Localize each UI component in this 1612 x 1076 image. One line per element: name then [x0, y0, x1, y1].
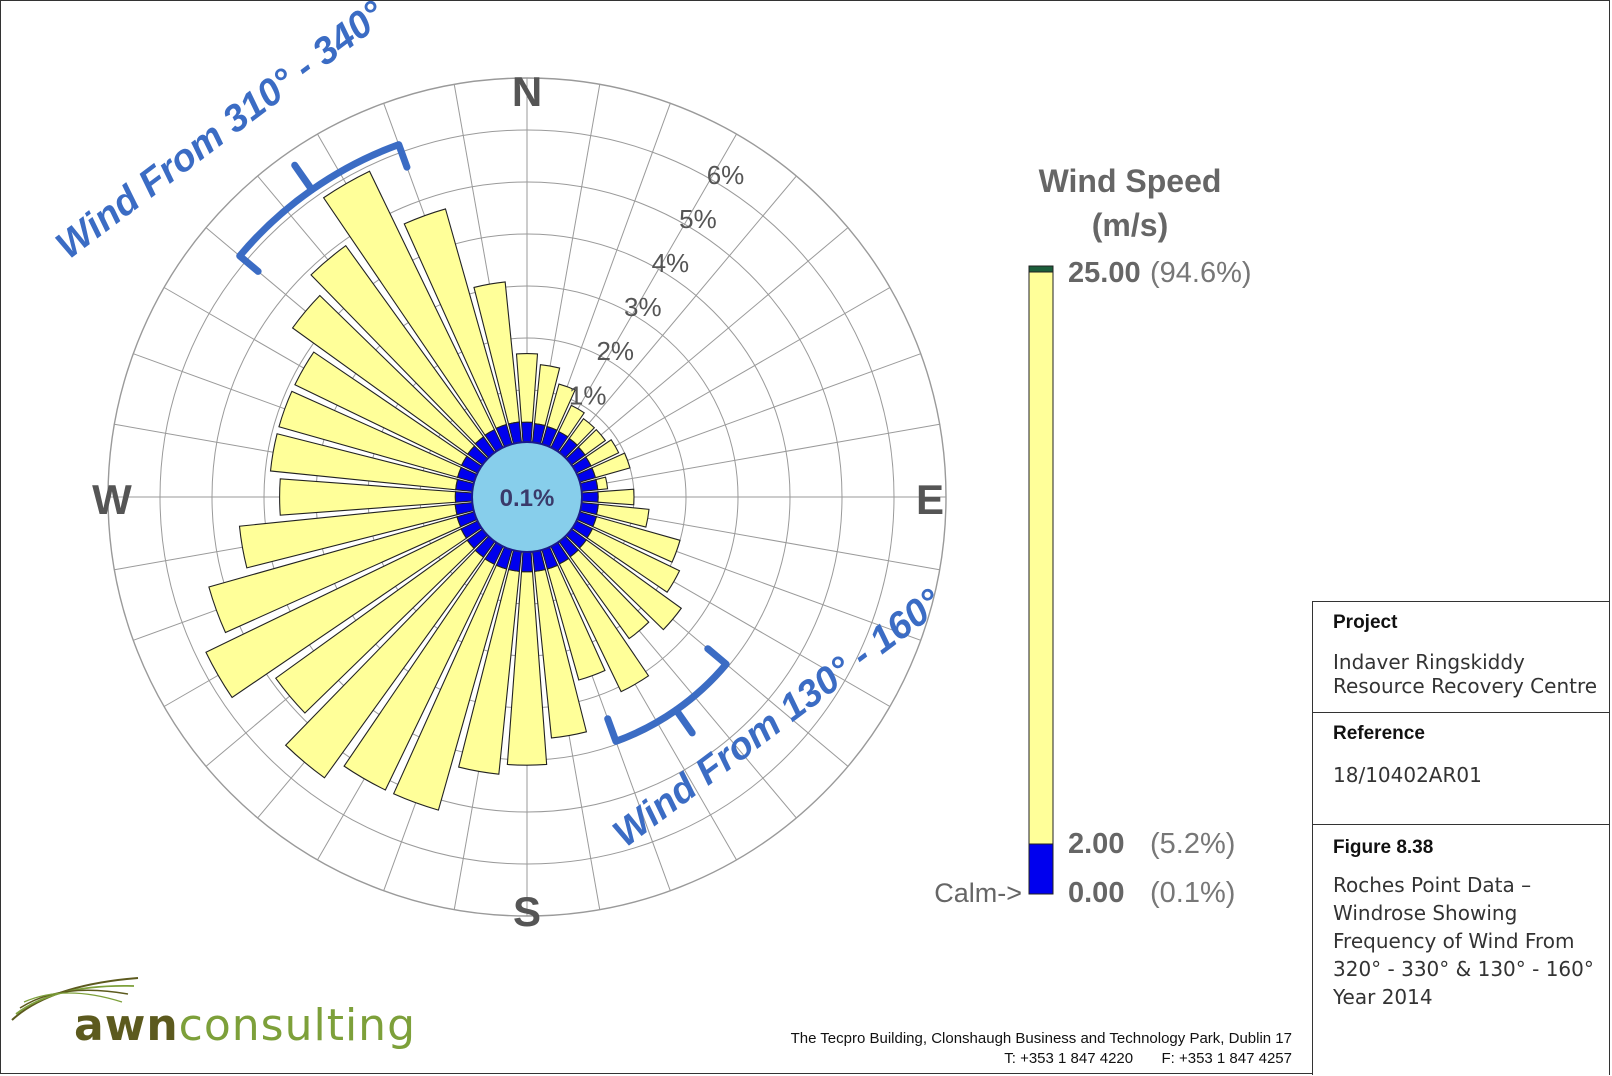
legend-percent: (0.1%): [1150, 877, 1235, 909]
legend-value: 2.00: [1068, 828, 1124, 860]
calm-circle-shape: [471, 441, 583, 553]
legend-swatch-high: [1028, 271, 1054, 845]
calm-pointer-label: Calm->: [934, 878, 1022, 908]
logo-consulting: consulting: [178, 1000, 416, 1051]
ring-label: 5%: [679, 204, 717, 234]
rose-bars: [205, 170, 683, 811]
ring-label: 1%: [569, 380, 607, 410]
bar-low-speed: [520, 421, 534, 443]
calm-circle: 0.1%: [471, 441, 583, 553]
grid-spoke: [561, 175, 797, 456]
legend-swatch-low: [1028, 843, 1054, 895]
legend-percent: (94.6%): [1150, 257, 1252, 289]
calm-percent-label: 0.1%: [500, 485, 555, 512]
bar-high-speed: [515, 353, 539, 424]
grid-spoke: [554, 133, 737, 450]
bracket-130-160-stem: [672, 706, 696, 737]
legend-value: 0.00: [1068, 877, 1124, 909]
bar-low-speed: [520, 551, 534, 573]
reference-value: 18/10402AR01: [1333, 763, 1482, 787]
footer-contact: T: +353 1 847 4220 F: +353 1 847 4257: [1004, 1050, 1292, 1067]
grid-spoke: [574, 287, 891, 470]
logo-awn: awn: [74, 1000, 179, 1051]
logo-swoosh-icon: [11, 977, 139, 1021]
legend-swatch-top: [1028, 265, 1054, 273]
info-panel-figure: Figure 8.38 Roches Point Data – Windrose…: [1312, 824, 1610, 1075]
footer-phone: T: +353 1 847 4220: [1004, 1050, 1134, 1067]
annotation-310-340: Wind From 310° - 340°: [49, 0, 394, 267]
info-panel-reference: Reference 18/10402AR01: [1312, 712, 1610, 825]
bar-high-speed: [597, 488, 635, 506]
figure-value: Roches Point Data – Windrose Showing Fre…: [1333, 873, 1594, 1009]
legend-value: 25.00: [1068, 257, 1141, 289]
grid-spoke: [568, 227, 849, 463]
bar-low-speed: [581, 491, 599, 503]
compass-label-e: E: [916, 476, 944, 523]
legend-unit: (m/s): [1092, 207, 1168, 243]
legend-percent: (5.2%): [1150, 828, 1235, 860]
figure-label: Figure 8.38: [1333, 837, 1434, 858]
compass-labels: N E S W: [92, 68, 944, 935]
grid-spoke: [581, 423, 940, 488]
ring-label: 2%: [596, 336, 634, 366]
compass-label-n: N: [512, 68, 542, 115]
footer-fax: F: +353 1 847 4257: [1161, 1050, 1292, 1067]
project-label: Project: [1333, 612, 1398, 633]
reference-label: Reference: [1333, 723, 1425, 744]
legend-title: Wind Speed: [1039, 163, 1222, 199]
ring-label: 4%: [652, 248, 690, 278]
project-value: Indaver Ringskiddy Resource Recovery Cen…: [1333, 650, 1598, 698]
compass-label-s: S: [513, 888, 541, 935]
compass-label-w: W: [92, 476, 132, 523]
bracket-310-340-stem: [291, 161, 316, 194]
logo-text: awnconsulting: [74, 1000, 416, 1051]
wind-speed-legend: Wind Speed (m/s) 25.00 (94.6%) 2.00 (5.2%) 0.0…: [934, 163, 1251, 909]
grid-spoke: [578, 353, 921, 479]
ring-label: 3%: [624, 292, 662, 322]
ring-label: 6%: [707, 160, 745, 190]
info-panel-project: Project Indaver Ringskiddy Resource Reco…: [1312, 601, 1610, 713]
footer-address: The Tecpro Building, Clonshaugh Business…: [790, 1030, 1292, 1047]
bar-low-speed: [454, 491, 473, 503]
ring-labels: 1% 2% 3% 4% 5% 6%: [569, 160, 744, 410]
